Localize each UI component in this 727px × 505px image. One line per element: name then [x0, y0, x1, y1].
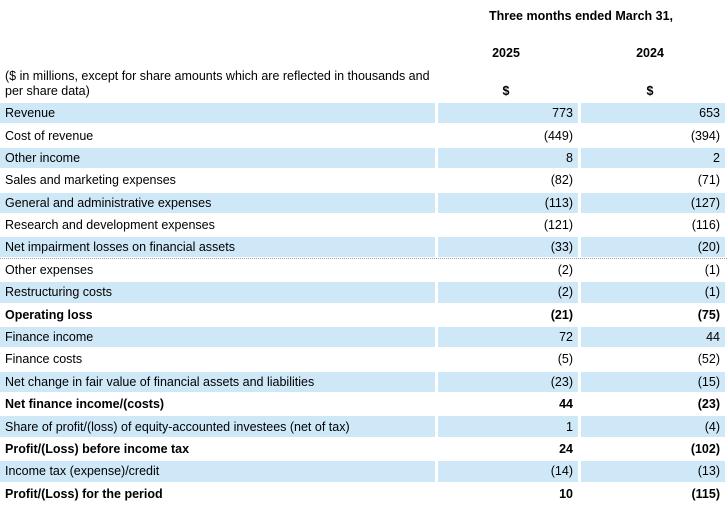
row-label: Net change in fair value of financial as… [0, 371, 435, 393]
value-2024: (102) [690, 442, 720, 457]
value-2025: 10 [559, 486, 573, 501]
value-2024: (75) [697, 307, 720, 322]
row-label: Cost of revenue [5, 128, 94, 143]
units-note: ($ in millions, except for share amounts… [5, 69, 430, 98]
table-row: Restructuring costs (2) (1) [0, 281, 727, 303]
table-row: Profit/(Loss) before income tax 24 (102) [0, 438, 727, 460]
row-label: Other expenses [5, 262, 94, 277]
currency-header-2025: $ [502, 84, 510, 98]
value-2024: (13) [581, 461, 725, 482]
row-label: Finance income [0, 326, 435, 348]
table-row: General and administrative expenses (113)… [0, 192, 727, 214]
value-2025: (5) [557, 352, 573, 367]
row-label: Share of profit/(loss) of equity-account… [0, 416, 435, 437]
table-row: Other income 8 2 [0, 147, 727, 169]
value-2024: (394) [690, 128, 720, 143]
value-2024: (1) [581, 282, 725, 303]
value-2024: 44 [581, 326, 725, 348]
row-label: Revenue [0, 103, 435, 124]
value-2025: 44 [559, 397, 573, 412]
value-2025: (21) [550, 307, 573, 322]
row-label: Income tax (expense)/credit [0, 461, 435, 482]
table-row: Sales and marketing expenses (82) (71) [0, 169, 727, 191]
table-row: Revenue 773 653 [0, 102, 727, 124]
row-label: Sales and marketing expenses [5, 173, 176, 188]
value-2025: (121) [543, 218, 573, 233]
value-2024: (15) [581, 371, 725, 393]
value-2024: (23) [697, 397, 720, 412]
value-2024: (115) [691, 486, 721, 501]
value-2024: (127) [581, 192, 725, 213]
table-row: Cost of revenue (449) (394) [0, 124, 727, 146]
value-2025: 72 [438, 326, 578, 348]
value-2025: (449) [543, 128, 573, 143]
row-label: Net impairment losses on financial asset… [0, 236, 435, 258]
value-2025: (14) [438, 461, 578, 482]
row-label: Profit/(Loss) before income tax [5, 442, 190, 457]
table-row: Share of profit/(loss) of equity-account… [0, 415, 727, 437]
currency-header-2024: $ [646, 84, 654, 98]
table-row: Finance income 72 44 [0, 326, 727, 348]
value-2024: (1) [704, 262, 720, 277]
value-2025: (2) [557, 262, 573, 277]
value-2025: 8 [438, 147, 578, 169]
value-2024: (71) [697, 173, 720, 188]
year-header-2025: 2025 [492, 46, 520, 60]
year-header-2024: 2024 [636, 46, 664, 60]
row-label: Finance costs [5, 352, 83, 367]
table-row: Net impairment losses on financial asset… [0, 236, 727, 259]
value-2024: (4) [581, 416, 725, 437]
value-2024: (116) [691, 218, 720, 233]
value-2024: (52) [697, 352, 720, 367]
row-label: Profit/(Loss) for the period [5, 486, 163, 501]
value-2024: 653 [581, 103, 725, 124]
row-label: Net finance income/(costs) [5, 397, 165, 412]
table-row: Other expenses (2) (1) [0, 259, 727, 281]
table-row: Net change in fair value of financial as… [0, 371, 727, 393]
value-2024: 2 [581, 147, 725, 169]
value-2025: (82) [550, 173, 573, 188]
table-row: Profit/(Loss) for the period 10 (115) [0, 483, 727, 505]
value-2025: (33) [438, 236, 578, 258]
value-2025: (113) [438, 192, 578, 213]
value-2025: 1 [438, 416, 578, 437]
table-row: Income tax (expense)/credit (14) (13) [0, 460, 727, 482]
statement-rows: Revenue 773 653 Cost of revenue (449) (394) Ot… [0, 102, 727, 505]
table-row: Finance costs (5) (52) [0, 348, 727, 370]
value-2025: (23) [438, 371, 578, 393]
row-label: Restructuring costs [0, 282, 435, 303]
row-label: General and administrative expenses [0, 192, 435, 213]
table-row: Operating loss (21) (75) [0, 304, 727, 326]
value-2025: 773 [438, 103, 578, 124]
table-row: Research and development expenses (121) (1… [0, 214, 727, 236]
row-label: Other income [0, 147, 435, 169]
period-header: Three months ended March 31, [488, 9, 674, 23]
table-row: Net finance income/(costs) 44 (23) [0, 393, 727, 415]
value-2025: 24 [559, 442, 573, 457]
row-label: Operating loss [5, 307, 93, 322]
value-2025: (2) [438, 282, 578, 303]
value-2024: (20) [581, 236, 725, 258]
row-label: Research and development expenses [5, 218, 215, 233]
